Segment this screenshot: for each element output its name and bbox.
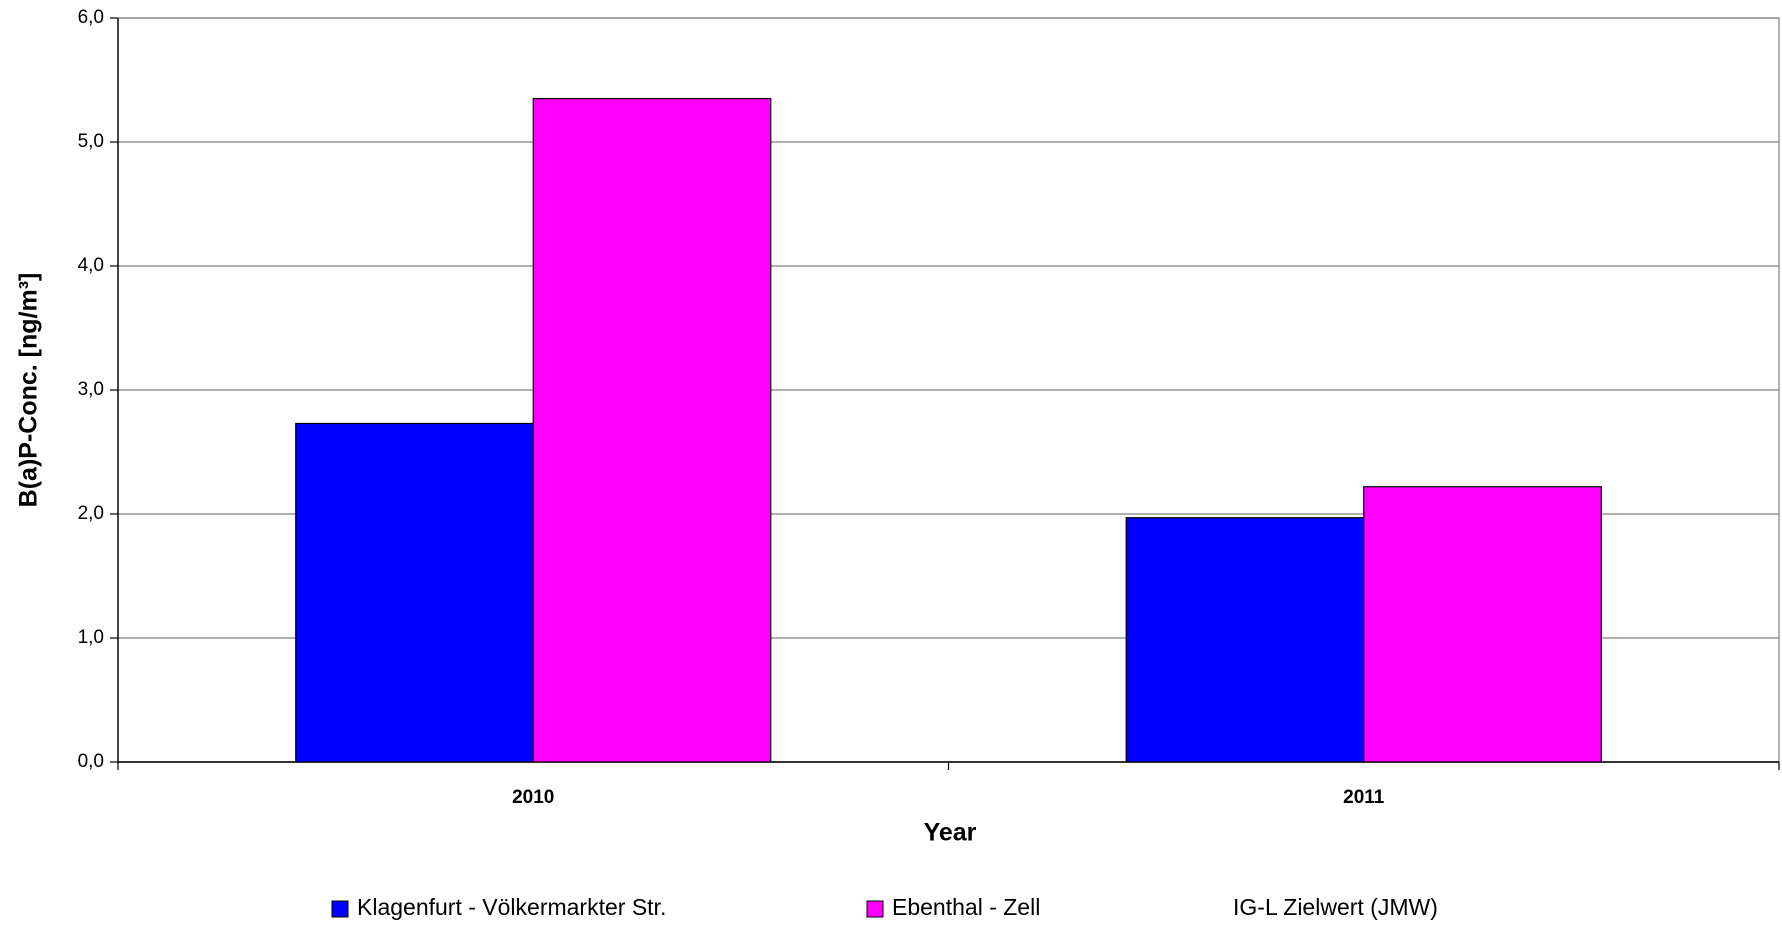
y-axis-title: B(a)P-Conc. [ng/m³] xyxy=(15,273,43,508)
x-axis-title: Year xyxy=(924,819,977,847)
x-tick-label: 2010 xyxy=(512,787,554,808)
bar xyxy=(295,422,534,763)
y-tick-label: 1,0 xyxy=(78,627,104,648)
legend-swatch xyxy=(331,900,349,918)
y-tick-label: 5,0 xyxy=(78,131,104,152)
legend-swatch xyxy=(866,900,884,918)
bar xyxy=(1363,486,1602,763)
legend-label: IG-L Zielwert (JMW) xyxy=(1233,894,1438,920)
y-tick-label: 3,0 xyxy=(78,379,104,400)
bar xyxy=(1125,517,1365,763)
legend-label: Klagenfurt - Völkermarkter Str. xyxy=(357,894,666,920)
y-tick-label: 6,0 xyxy=(78,7,104,28)
y-tick-label: 4,0 xyxy=(78,255,104,276)
legend-label: Ebenthal - Zell xyxy=(892,894,1040,920)
y-tick-label: 2,0 xyxy=(78,503,104,524)
x-tick-label: 2011 xyxy=(1343,787,1385,808)
y-tick-label: 0,0 xyxy=(78,751,104,772)
bar xyxy=(532,97,772,763)
